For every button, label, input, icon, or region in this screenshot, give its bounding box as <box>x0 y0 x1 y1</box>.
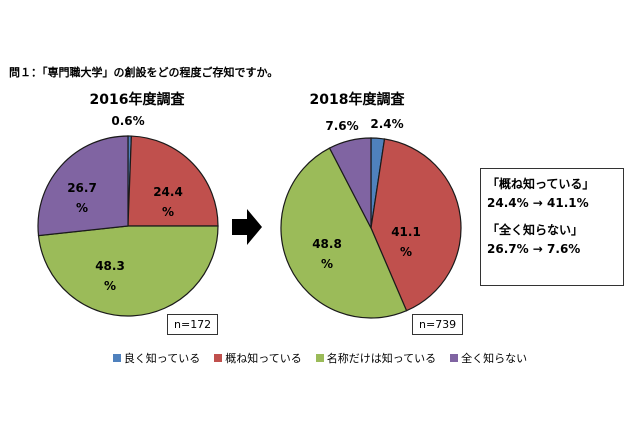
summary-none-change: 26.7% → 7.6% <box>487 242 581 256</box>
legend-swatch <box>450 354 459 362</box>
chart-title-2018: 2018年度調査 <box>309 92 405 108</box>
summary-mostly-heading: 「概ね知っている」 <box>487 177 595 191</box>
legend-label: 良く知っている <box>123 352 201 365</box>
summary-box: 「概ね知っている」 24.4% → 41.1% 「全く知らない」 26.7% →… <box>480 168 624 286</box>
legend-item-mostly: 概ね知っている <box>214 350 302 366</box>
slice-label-mostly: 24.4% <box>153 185 183 219</box>
legend-swatch <box>112 354 121 362</box>
legend-label: 概ね知っている <box>225 352 302 365</box>
pie-slice-none <box>37 135 129 237</box>
legend-item-good: 良く知っている <box>112 350 201 366</box>
arrow-right-icon <box>232 209 262 245</box>
summary-mostly-change: 24.4% → 41.1% <box>487 196 589 210</box>
slice-label-good: 0.6% <box>111 114 144 128</box>
sample-size-2016: n=172 <box>167 314 219 335</box>
pie-chart-2018: 2.4% 41.1 % 48.8 % 7.6% <box>280 117 462 319</box>
summary-none-heading: 「全く知らない」 <box>487 223 584 237</box>
chart-title-2016: 2016年度調査 <box>89 92 185 108</box>
legend-label: 全く知らない <box>461 352 528 365</box>
slice-label-mostly: 41.1% <box>391 225 421 259</box>
legend: 良く知っている 概ね知っている 名称だけは知っている 全く知らない <box>0 350 640 366</box>
pie-slice-mostly <box>370 138 462 312</box>
legend-swatch <box>214 354 223 362</box>
sample-size-2018: n=739 <box>412 314 464 335</box>
legend-swatch <box>315 354 324 362</box>
legend-label: 名称だけは知っている <box>326 352 437 365</box>
question-text: 問１：「専門職大学」の創設をどの程度ご存知ですか。 <box>9 66 279 79</box>
pie-slice-mostly <box>127 135 219 227</box>
legend-item-none: 全く知らない <box>450 350 527 366</box>
pie-chart-2016: 0.6% 24.4 % 48.3 % 26.7% <box>37 114 219 317</box>
slice-label-good: 2.4% <box>370 117 403 131</box>
pie-slice-name-only <box>37 225 219 317</box>
pie-slice-name-only <box>280 147 408 319</box>
slice-label-none: 26.7% <box>67 181 97 215</box>
slice-label-none: 7.6% <box>325 119 358 133</box>
pie-slice-none <box>328 137 372 229</box>
slice-label-name-only: 48.3% <box>95 259 125 293</box>
slice-label-name-only: 48.8% <box>312 237 342 271</box>
legend-item-name-only: 名称だけは知っている <box>315 350 437 366</box>
